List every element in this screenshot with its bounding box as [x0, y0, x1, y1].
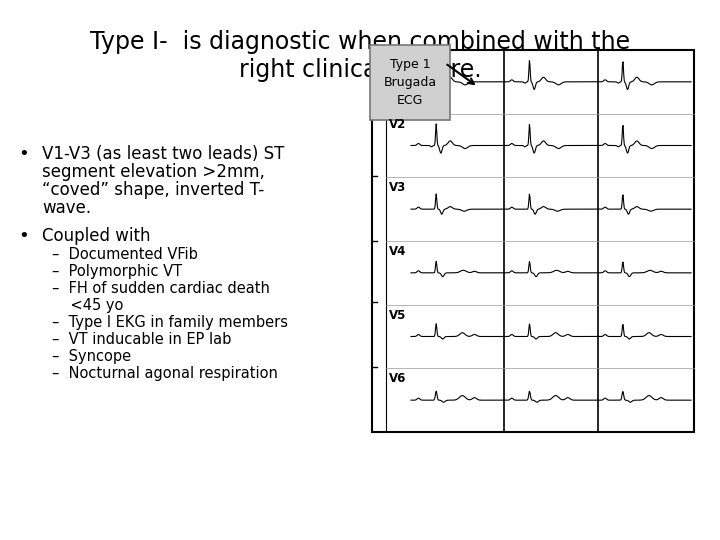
Text: Type 1
Brugada
ECG: Type 1 Brugada ECG: [384, 58, 436, 107]
Text: V3: V3: [389, 181, 406, 194]
Text: Coupled with: Coupled with: [42, 227, 150, 245]
Text: –  Nocturnal agonal respiration: – Nocturnal agonal respiration: [52, 366, 278, 381]
Text: V6: V6: [389, 373, 406, 386]
Text: Type I-  is diagnostic when combined with the
right clinical picture.: Type I- is diagnostic when combined with…: [90, 30, 630, 82]
Text: V5: V5: [389, 309, 406, 322]
Text: –  VT inducable in EP lab: – VT inducable in EP lab: [52, 332, 231, 347]
Text: –  FH of sudden cardiac death: – FH of sudden cardiac death: [52, 281, 270, 296]
Text: –  Documented VFib: – Documented VFib: [52, 247, 198, 262]
Text: <45 yo: <45 yo: [52, 298, 123, 313]
Text: •: •: [18, 145, 29, 163]
Text: –  Type I EKG in family members: – Type I EKG in family members: [52, 315, 288, 330]
Text: –  Syncope: – Syncope: [52, 349, 131, 364]
Text: “coved” shape, inverted T-: “coved” shape, inverted T-: [42, 181, 264, 199]
Text: V1-V3 (as least two leads) ST: V1-V3 (as least two leads) ST: [42, 145, 284, 163]
Text: segment elevation >2mm,: segment elevation >2mm,: [42, 163, 265, 181]
Bar: [370, 45, 450, 120]
Text: •: •: [18, 227, 29, 245]
Text: –  Polymorphic VT: – Polymorphic VT: [52, 264, 182, 279]
Text: wave.: wave.: [42, 199, 91, 217]
Text: V4: V4: [389, 245, 406, 258]
Bar: [372, 50, 694, 432]
Text: V2: V2: [389, 118, 406, 131]
